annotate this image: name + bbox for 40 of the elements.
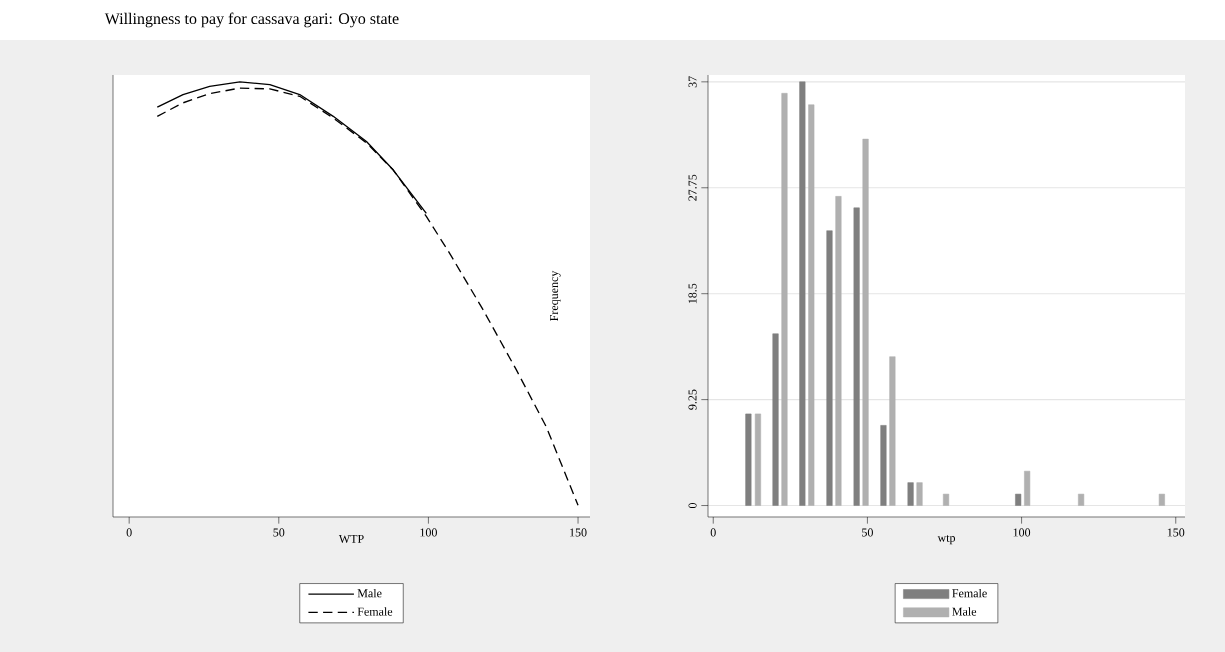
x-tick-label: 150 bbox=[570, 528, 587, 537]
y-tick-label: 0 bbox=[688, 502, 697, 509]
bar bbox=[907, 482, 914, 506]
y-tick-label: 27.75 bbox=[688, 174, 697, 201]
y-tick-label: 18.5 bbox=[688, 283, 697, 304]
bar bbox=[772, 333, 779, 506]
bar bbox=[916, 482, 923, 506]
x-axis-title: wtp bbox=[937, 534, 956, 545]
bar bbox=[835, 196, 842, 506]
bar bbox=[754, 413, 761, 506]
y-tick-label: 37 bbox=[688, 76, 697, 88]
bar bbox=[853, 207, 860, 506]
bar bbox=[1024, 470, 1031, 506]
y-tick-label: 9.25 bbox=[688, 389, 697, 410]
legend-label: Male bbox=[357, 588, 382, 598]
legend-label: Female bbox=[952, 588, 987, 598]
bar bbox=[1015, 493, 1022, 506]
bar bbox=[826, 230, 833, 506]
bar bbox=[1158, 493, 1165, 506]
x-tick-label: 50 bbox=[862, 528, 873, 537]
bar bbox=[1078, 493, 1085, 506]
y-axis-title: Frequency bbox=[550, 270, 561, 321]
x-tick-label: 0 bbox=[126, 528, 132, 537]
x-tick-label: 100 bbox=[1013, 528, 1031, 537]
bar bbox=[880, 425, 887, 506]
bar bbox=[799, 81, 806, 506]
bar bbox=[889, 356, 896, 506]
bar bbox=[862, 138, 869, 506]
legend-label: Male bbox=[952, 607, 977, 616]
bar bbox=[808, 104, 815, 506]
chart-title: Willingness to pay for cassava gari: Oyo state bbox=[104, 12, 399, 28]
x-axis-title: WTP bbox=[338, 534, 364, 543]
x-tick-label: 0 bbox=[710, 528, 716, 537]
bar bbox=[781, 93, 788, 506]
legend-label: Female bbox=[357, 607, 393, 616]
bar bbox=[943, 493, 950, 506]
x-tick-label: 150 bbox=[1167, 528, 1185, 537]
bar bbox=[745, 413, 752, 506]
x-tick-label: 100 bbox=[420, 528, 437, 537]
x-tick-label: 50 bbox=[273, 528, 285, 537]
